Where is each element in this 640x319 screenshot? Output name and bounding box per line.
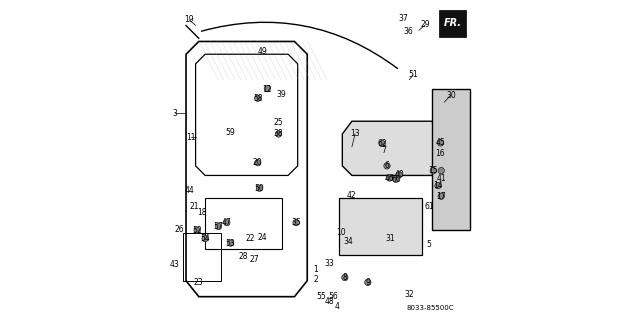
Text: 61: 61: [424, 202, 434, 211]
Polygon shape: [339, 198, 422, 255]
Circle shape: [264, 85, 271, 92]
Text: 4: 4: [335, 302, 340, 311]
Text: 12: 12: [262, 85, 272, 94]
Circle shape: [256, 185, 262, 191]
Polygon shape: [342, 121, 441, 175]
Circle shape: [438, 193, 444, 199]
Text: 47: 47: [222, 218, 232, 227]
Text: 15: 15: [428, 166, 438, 175]
Text: 16: 16: [435, 149, 444, 158]
Text: 23: 23: [194, 278, 204, 287]
Text: 55: 55: [317, 292, 326, 300]
Circle shape: [365, 279, 371, 286]
Text: 52: 52: [193, 226, 202, 235]
Polygon shape: [431, 89, 470, 230]
Text: 62: 62: [378, 139, 387, 148]
Text: 2: 2: [314, 275, 319, 284]
Circle shape: [438, 167, 444, 174]
Text: 10: 10: [336, 228, 346, 237]
Circle shape: [396, 172, 403, 178]
Circle shape: [384, 163, 390, 169]
Text: 54: 54: [200, 234, 210, 243]
Text: 17: 17: [436, 192, 446, 201]
FancyBboxPatch shape: [439, 10, 466, 37]
Text: 8033-85500C: 8033-85500C: [406, 305, 454, 311]
Circle shape: [223, 219, 230, 226]
Text: 56: 56: [328, 292, 338, 300]
Text: 40: 40: [394, 170, 404, 179]
Text: 13: 13: [350, 130, 360, 138]
Text: 20: 20: [253, 158, 262, 167]
Text: 3: 3: [172, 109, 177, 118]
Text: 22: 22: [245, 234, 255, 243]
Text: FR.: FR.: [444, 18, 461, 28]
Circle shape: [194, 227, 200, 234]
Circle shape: [275, 131, 282, 137]
Circle shape: [437, 140, 444, 146]
Text: 29: 29: [420, 20, 430, 29]
Circle shape: [393, 176, 399, 182]
Text: 58: 58: [253, 94, 262, 103]
Text: 35: 35: [291, 218, 301, 227]
Text: 18: 18: [197, 208, 207, 217]
Text: 33: 33: [324, 259, 335, 268]
Circle shape: [293, 219, 300, 226]
Circle shape: [216, 223, 221, 230]
Text: 51: 51: [408, 70, 418, 79]
Circle shape: [255, 160, 261, 166]
Text: 30: 30: [446, 91, 456, 100]
Text: 32: 32: [404, 290, 414, 299]
Text: 5: 5: [426, 240, 431, 249]
Text: 8: 8: [342, 273, 348, 282]
Circle shape: [387, 175, 393, 181]
Text: 49: 49: [258, 47, 268, 56]
Text: 59: 59: [225, 128, 235, 137]
Text: 60: 60: [391, 175, 401, 184]
Text: 53: 53: [226, 239, 236, 248]
Text: 38: 38: [274, 130, 284, 138]
Text: 7: 7: [381, 146, 386, 155]
Text: 19: 19: [184, 15, 194, 24]
Text: 26: 26: [174, 225, 184, 234]
Circle shape: [255, 95, 261, 101]
Text: 11: 11: [186, 133, 196, 142]
Text: 34: 34: [344, 237, 353, 246]
Text: 37: 37: [398, 14, 408, 23]
Circle shape: [227, 240, 234, 246]
Circle shape: [379, 140, 385, 147]
Circle shape: [435, 182, 441, 189]
Circle shape: [342, 274, 348, 281]
Text: 27: 27: [250, 256, 259, 264]
Text: 45: 45: [436, 138, 445, 147]
Text: 1: 1: [313, 265, 317, 274]
Text: 14: 14: [433, 181, 443, 190]
Text: 43: 43: [170, 260, 180, 269]
Text: 28: 28: [238, 252, 248, 261]
Circle shape: [202, 235, 209, 242]
Circle shape: [430, 167, 436, 174]
Text: 46: 46: [385, 174, 394, 182]
Text: 31: 31: [385, 234, 395, 243]
Text: 57: 57: [214, 222, 223, 231]
Text: 21: 21: [189, 202, 199, 211]
Text: 9: 9: [365, 278, 371, 287]
Text: 48: 48: [324, 297, 334, 306]
Text: 24: 24: [258, 233, 268, 242]
Text: 6: 6: [385, 161, 389, 170]
Text: 39: 39: [277, 90, 287, 99]
Text: 50: 50: [255, 184, 264, 193]
Text: 41: 41: [437, 174, 447, 183]
Text: 44: 44: [184, 186, 194, 195]
Text: 36: 36: [404, 27, 413, 36]
Text: 25: 25: [274, 118, 284, 127]
Text: 42: 42: [346, 191, 356, 200]
